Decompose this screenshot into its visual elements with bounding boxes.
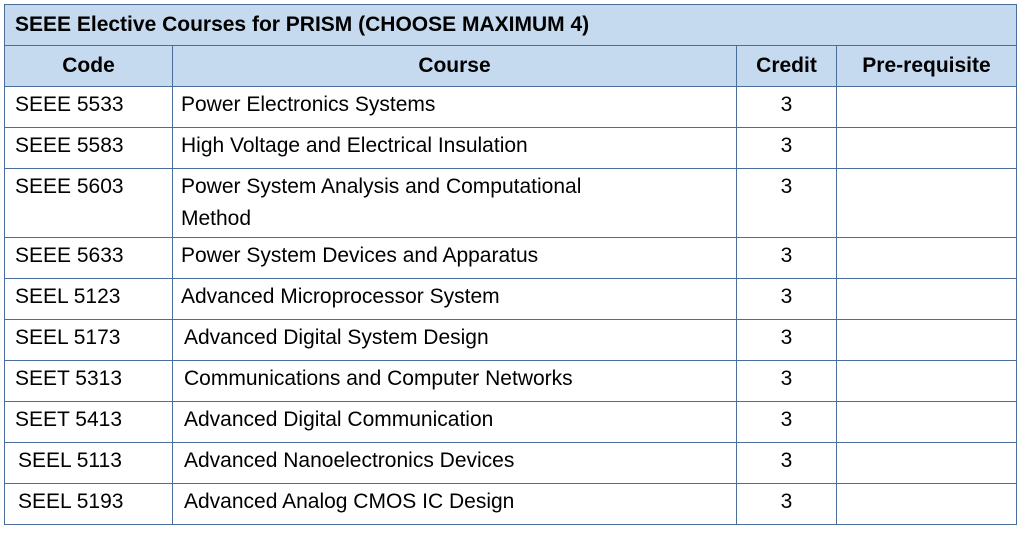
table-title: SEEE Elective Courses for PRISM (CHOOSE … (4, 4, 1017, 46)
cell-prerequisite (836, 86, 1017, 128)
cell-credit: 3 (736, 401, 837, 443)
cell-course: Advanced Nanoelectronics Devices (172, 442, 737, 484)
table-row: SEEL 5113 Advanced Nanoelectronics Devic… (4, 442, 1017, 484)
elective-courses-table-container: SEEE Elective Courses for PRISM (CHOOSE … (4, 4, 1017, 525)
cell-prerequisite (836, 319, 1017, 361)
cell-prerequisite (836, 483, 1017, 525)
cell-credit: 3 (736, 168, 837, 238)
cell-prerequisite (836, 237, 1017, 279)
cell-course: Power System Analysis and Computational … (172, 168, 737, 238)
cell-course: Communications and Computer Networks (172, 360, 737, 402)
cell-course: Advanced Digital Communication (172, 401, 737, 443)
cell-course: Advanced Digital System Design (172, 319, 737, 361)
table-row: SEET 5313 Communications and Computer Ne… (4, 360, 1017, 402)
cell-code: SEEE 5533 (4, 86, 173, 128)
cell-credit: 3 (736, 127, 837, 169)
table-row: SEET 5413 Advanced Digital Communication… (4, 401, 1017, 443)
cell-prerequisite (836, 278, 1017, 320)
cell-code: SEEL 5113 (4, 442, 173, 484)
cell-code: SEEL 5193 (4, 483, 173, 525)
cell-credit: 3 (736, 483, 837, 525)
cell-code: SEET 5413 (4, 401, 173, 443)
cell-credit: 3 (736, 278, 837, 320)
cell-prerequisite (836, 168, 1017, 238)
cell-code: SEEE 5603 (4, 168, 173, 238)
cell-credit: 3 (736, 237, 837, 279)
cell-code: SEEE 5633 (4, 237, 173, 279)
cell-code: SEEE 5583 (4, 127, 173, 169)
table-row: SEEE 5603 Power System Analysis and Comp… (4, 168, 1017, 238)
header-credit: Credit (736, 45, 837, 87)
table-row: SEEL 5193 Advanced Analog CMOS IC Design… (4, 483, 1017, 525)
elective-courses-table: SEEE Elective Courses for PRISM (CHOOSE … (4, 4, 1017, 525)
cell-code: SEET 5313 (4, 360, 173, 402)
cell-prerequisite (836, 127, 1017, 169)
table-row: SEEE 5633 Power System Devices and Appar… (4, 237, 1017, 279)
cell-credit: 3 (736, 319, 837, 361)
table-header-row: Code Course Credit Pre-requisite (4, 45, 1017, 87)
header-course: Course (172, 45, 737, 87)
cell-credit: 3 (736, 86, 837, 128)
cell-code: SEEL 5173 (4, 319, 173, 361)
table-row: SEEE 5583 High Voltage and Electrical In… (4, 127, 1017, 169)
cell-prerequisite (836, 360, 1017, 402)
table-row: SEEL 5123 Advanced Microprocessor System… (4, 278, 1017, 320)
table-row: SEEE 5533 Power Electronics Systems 3 (4, 86, 1017, 128)
cell-code: SEEL 5123 (4, 278, 173, 320)
cell-course: Advanced Analog CMOS IC Design (172, 483, 737, 525)
header-prerequisite: Pre-requisite (836, 45, 1017, 87)
cell-credit: 3 (736, 442, 837, 484)
cell-prerequisite (836, 442, 1017, 484)
header-code: Code (4, 45, 173, 87)
table-row: SEEL 5173 Advanced Digital System Design… (4, 319, 1017, 361)
cell-credit: 3 (736, 360, 837, 402)
cell-course: Power System Devices and Apparatus (172, 237, 737, 279)
cell-course: High Voltage and Electrical Insulation (172, 127, 737, 169)
cell-course: Power Electronics Systems (172, 86, 737, 128)
table-title-row: SEEE Elective Courses for PRISM (CHOOSE … (4, 4, 1017, 46)
cell-course: Advanced Microprocessor System (172, 278, 737, 320)
cell-prerequisite (836, 401, 1017, 443)
